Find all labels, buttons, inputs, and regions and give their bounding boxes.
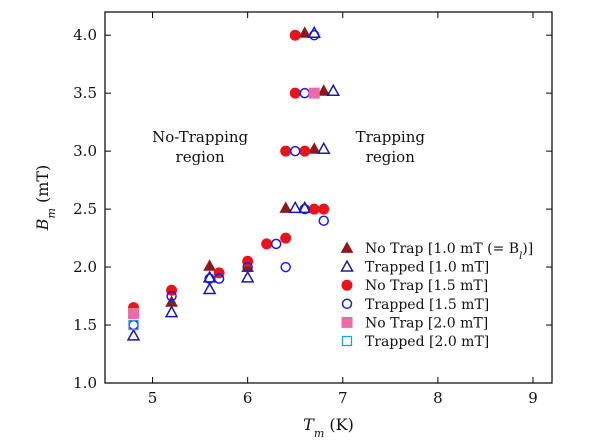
data-point-series-2 [240, 270, 255, 283]
x-axis-subscript: m [314, 427, 324, 440]
data-point-series-3 [318, 203, 330, 215]
data-point-series-4 [299, 203, 310, 215]
data-point-series-1 [203, 259, 216, 271]
legend-entry-3: No Trap [1.5 mT] [365, 278, 488, 294]
legend-marker-3 [341, 279, 353, 291]
data-point-series-2 [297, 200, 312, 214]
data-point-series-2 [326, 83, 341, 96]
y-axis-subscript: m [45, 208, 58, 218]
data-point-series-4 [308, 29, 320, 41]
x-axis-label: Tm (K) [303, 415, 354, 440]
x-tick-label: 8 [433, 389, 443, 407]
annotation-line: region [176, 148, 225, 166]
data-point-series-3 [289, 29, 301, 41]
annotations-layer: No-Trapping region Trapping region [152, 128, 425, 166]
data-point-series-4 [128, 319, 139, 331]
plot-frame [104, 11, 553, 384]
legend-marker-1 [340, 241, 354, 253]
data-points-layer [126, 25, 341, 341]
data-point-series-2 [202, 270, 217, 283]
data-point-series-3 [289, 87, 301, 99]
data-point-series-1 [317, 84, 331, 96]
legend-label: No Trap [1.0 mT (= B [365, 241, 519, 257]
x-tick-label: 6 [243, 389, 253, 407]
x-axis-symbol: T [303, 415, 315, 434]
legend-label: No Trap [2.0 mT] [365, 315, 488, 331]
legend-label: Trapped [1.0 mT] [365, 260, 489, 276]
y-axis-symbol: B [33, 218, 52, 231]
data-point-series-2 [164, 305, 179, 318]
data-point-series-3 [299, 145, 311, 157]
legend-subscript: l [519, 251, 522, 262]
data-point-series-5 [308, 87, 320, 99]
y-tick-label: 3.5 [73, 84, 97, 102]
data-point-series-3 [280, 232, 292, 244]
data-point-series-2 [316, 141, 331, 154]
x-tick-label: 5 [148, 389, 158, 407]
legend: No Trap [1.0 mT (= Bl)]Trapped [1.0 mT]N… [340, 241, 533, 350]
y-tick-label: 1.0 [73, 374, 97, 392]
data-point-series-1 [307, 142, 321, 154]
data-point-series-2 [126, 328, 141, 341]
trapping-region-label: Trapping region [356, 128, 426, 166]
data-point-series-2 [307, 25, 322, 39]
legend-entry-2: Trapped [1.0 mT] [365, 260, 489, 276]
x-axis-unit: (K) [324, 415, 354, 434]
no-trapping-region-label: No-Trapping region [152, 128, 248, 166]
data-point-series-4 [166, 290, 177, 302]
data-point-series-3 [308, 203, 320, 215]
data-point-series-4 [299, 87, 310, 99]
legend-entry-1: No Trap [1.0 mT (= Bl)] [365, 241, 533, 262]
data-point-series-5 [128, 307, 140, 319]
annotation-line: Trapping [356, 128, 426, 146]
axes-layer: 5 6 7 8 9 1.0 1.5 2.0 2.5 3.0 3.5 4.0 [73, 11, 553, 407]
data-point-series-4 [213, 273, 225, 284]
x-tick-label: 9 [528, 389, 538, 407]
y-tick-label: 3.0 [73, 142, 97, 160]
y-tick-label: 2.5 [73, 200, 97, 218]
y-tick-label: 1.5 [73, 316, 97, 334]
data-point-series-2 [288, 200, 302, 214]
y-axis-unit: (mT) [33, 165, 52, 208]
data-point-series-6 [128, 319, 139, 331]
legend-entry-4: Trapped [1.5 mT] [365, 297, 489, 313]
legend-marker-4 [341, 298, 353, 310]
legend-label: Trapped [2.0 mT] [365, 334, 489, 350]
y-tick-label: 2.0 [73, 258, 97, 276]
legend-marker-2 [340, 259, 354, 272]
data-point-series-3 [280, 145, 292, 157]
annotation-line: No-Trapping [152, 128, 248, 146]
y-axis-label: Bm (mT) [33, 165, 58, 232]
legend-label: Trapped [1.5 mT] [365, 297, 489, 313]
data-point-series-3 [261, 238, 273, 250]
legend-marker-6 [341, 335, 353, 347]
legend-label-tail: )] [522, 241, 533, 257]
data-point-series-1 [279, 201, 293, 213]
data-point-series-2 [202, 282, 217, 295]
data-point-series-4 [289, 145, 301, 157]
legend-entry-6: Trapped [2.0 mT] [365, 334, 489, 350]
data-point-series-4 [318, 215, 329, 226]
annotation-line: region [366, 148, 415, 166]
legend-entry-5: No Trap [2.0 mT] [365, 315, 488, 331]
data-point-series-4 [270, 238, 282, 250]
legend-marker-5 [341, 316, 353, 328]
data-point-series-4 [242, 261, 253, 273]
x-tick-label: 7 [338, 389, 348, 407]
y-tick-label: 4.0 [73, 26, 97, 44]
data-point-series-4 [280, 261, 291, 273]
legend-label: No Trap [1.5 mT] [365, 278, 488, 294]
data-point-series-1 [298, 26, 312, 38]
